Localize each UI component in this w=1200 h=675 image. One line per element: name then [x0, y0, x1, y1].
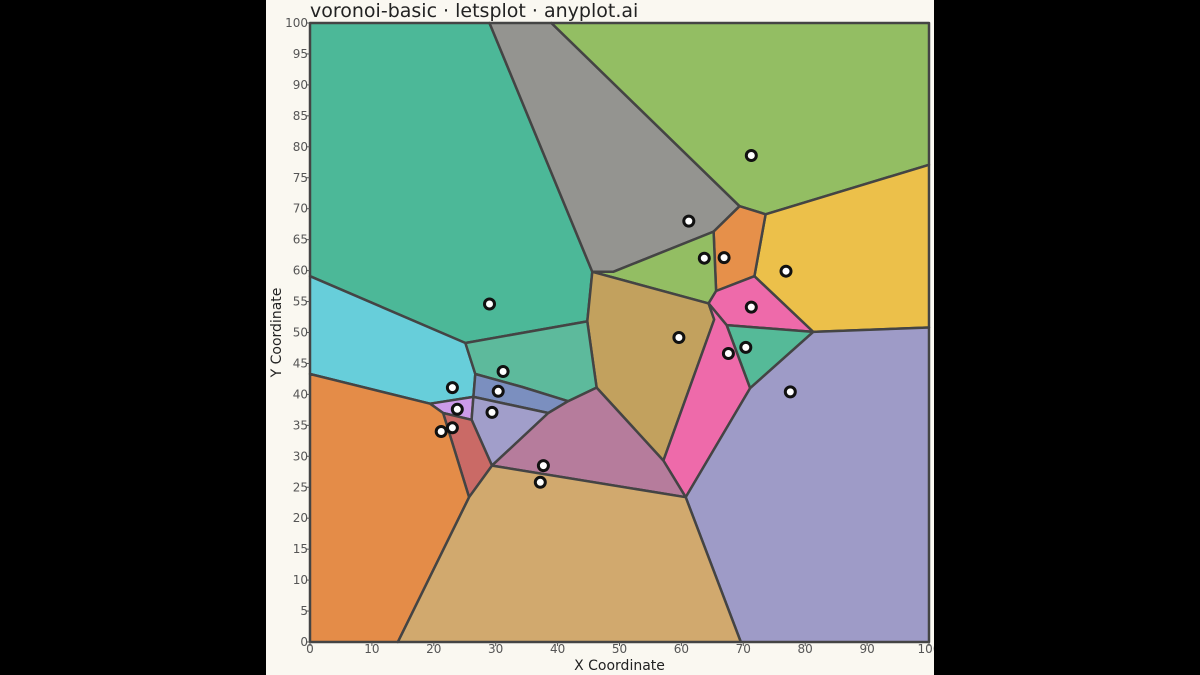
y-tick-label: 10 — [293, 573, 308, 587]
x-tick-label: 80 — [798, 642, 813, 656]
site-point-1 — [483, 297, 496, 311]
site-point-20 — [533, 475, 547, 489]
y-tick-label: 5 — [300, 604, 308, 618]
chart-title: voronoi-basic · letsplot · anyplot.ai — [310, 0, 638, 22]
voronoi-chart: voronoi-basic · letsplot · anyplot.ai 0 1… — [269, 0, 934, 674]
site-point-11 — [783, 385, 797, 399]
y-tick-label: 20 — [293, 511, 308, 525]
y-tick-label: 85 — [293, 109, 308, 123]
x-tick-label: 40 — [550, 642, 565, 656]
x-tick-label: 50 — [612, 642, 627, 656]
x-tick-label: 90 — [859, 642, 874, 656]
site-point-5 — [717, 251, 731, 265]
y-tick-label: 75 — [293, 171, 308, 185]
site-point-9 — [739, 340, 753, 354]
x-tick-label: 20 — [426, 642, 441, 656]
site-point-15 — [450, 402, 464, 416]
site-point-12 — [496, 365, 510, 378]
site-point-19 — [536, 459, 550, 473]
site-point-2 — [744, 149, 758, 162]
y-tick-label: 70 — [293, 202, 308, 216]
y-tick-label: 0 — [300, 635, 308, 649]
site-point-16 — [485, 405, 499, 419]
x-tick-label: 10 — [364, 642, 379, 656]
voronoi-sites — [434, 149, 797, 489]
site-point-13 — [445, 381, 459, 395]
y-tick-label: 90 — [293, 78, 308, 92]
y-tick-label: 50 — [293, 326, 308, 340]
site-point-17 — [445, 421, 459, 435]
x-tick-label: 70 — [736, 642, 751, 656]
y-tick-label: 100 — [285, 16, 308, 30]
site-point-6 — [779, 264, 793, 278]
voronoi-cells — [308, 21, 931, 644]
x-tick-label: 60 — [674, 642, 689, 656]
site-point-3 — [682, 214, 696, 228]
y-tick-label: 80 — [293, 140, 308, 154]
site-point-18 — [434, 425, 448, 438]
site-point-4 — [697, 251, 711, 265]
y-tick-label: 65 — [293, 233, 308, 247]
site-point-8 — [672, 331, 686, 344]
site-point-14 — [491, 384, 505, 398]
y-tick-label: 40 — [293, 387, 308, 401]
x-axis-label: X Coordinate — [574, 658, 665, 674]
site-point-10 — [721, 347, 735, 360]
y-tick-label: 60 — [293, 264, 308, 278]
y-axis-ticks: 0 5 10 15 20 25 30 35 40 45 50 55 60 65 70 75 80 85 90 95 10… — [285, 16, 310, 649]
y-tick-label: 25 — [293, 480, 308, 494]
y-tick-label: 15 — [293, 542, 308, 556]
y-tick-label: 95 — [293, 47, 308, 61]
x-tick-label: 0 — [306, 642, 314, 656]
chart-figure: voronoi-basic · letsplot · anyplot.ai 0 1… — [266, 0, 934, 675]
x-axis-ticks: 0 10 20 30 40 50 60 70 80 90 100 — [306, 642, 934, 656]
y-tick-label: 45 — [293, 356, 308, 370]
y-tick-label: 55 — [293, 295, 308, 309]
y-axis-label: Y Coordinate — [269, 288, 285, 379]
x-tick-label: 100 — [918, 642, 934, 656]
site-point-7 — [744, 300, 758, 314]
y-tick-label: 35 — [293, 418, 308, 432]
x-tick-label: 30 — [488, 642, 503, 656]
y-tick-label: 30 — [293, 449, 308, 463]
